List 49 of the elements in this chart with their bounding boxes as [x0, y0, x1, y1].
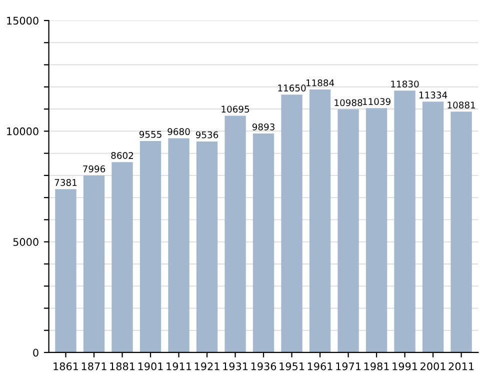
- data-label: 8602: [111, 152, 134, 159]
- x-tick-label: 1881: [110, 362, 135, 370]
- x-tick-label: 1961: [308, 362, 332, 370]
- x-tick-label: 1931: [223, 362, 248, 370]
- bar: [112, 162, 133, 352]
- x-tick-label: 1991: [392, 362, 418, 370]
- data-label: 11039: [362, 98, 390, 106]
- bar: [224, 116, 246, 352]
- y-tick-label: 15000: [7, 16, 38, 25]
- y-tick-label: 0: [33, 348, 38, 357]
- x-tick-label: 1951: [280, 362, 304, 370]
- bar: [168, 138, 190, 352]
- x-tick-label: 1861: [54, 362, 78, 370]
- x-tick-label: 1971: [336, 362, 361, 370]
- x-tick-label: 1871: [82, 362, 106, 370]
- bar: [281, 94, 302, 352]
- bar: [366, 108, 388, 352]
- bar: [196, 141, 218, 352]
- data-label: 9555: [139, 130, 162, 138]
- data-label: 11334: [419, 92, 448, 98]
- data-label: 10988: [334, 99, 362, 106]
- data-label: 11650: [278, 84, 306, 92]
- bar: [422, 102, 444, 352]
- data-label: 11830: [391, 80, 419, 88]
- x-tick-label: 1901: [138, 362, 163, 370]
- bar: [394, 90, 416, 352]
- data-label: 10695: [222, 106, 250, 113]
- data-label: 9893: [252, 123, 274, 130]
- data-label: 9680: [168, 128, 190, 136]
- data-label: 7381: [54, 179, 77, 186]
- data-label: 10881: [448, 102, 476, 109]
- bar: [338, 109, 359, 352]
- bar: [83, 176, 105, 352]
- x-tick-label: 1981: [364, 362, 389, 370]
- x-tick-label: 2001: [420, 362, 446, 370]
- x-tick-label: 2011: [448, 362, 474, 370]
- bar: [252, 134, 274, 352]
- bar: [450, 112, 472, 352]
- bar: [55, 189, 76, 352]
- x-tick-label: 1911: [166, 362, 192, 370]
- x-tick-label: 1921: [194, 362, 220, 370]
- bar: [309, 89, 331, 352]
- data-label: 7996: [83, 165, 106, 172]
- y-tick-label: 10000: [7, 127, 38, 136]
- bar: [140, 141, 162, 352]
- data-label: 11884: [306, 79, 334, 86]
- y-tick-label: 5000: [13, 238, 38, 246]
- data-label: 9536: [196, 131, 218, 138]
- x-tick-label: 1936: [251, 362, 276, 370]
